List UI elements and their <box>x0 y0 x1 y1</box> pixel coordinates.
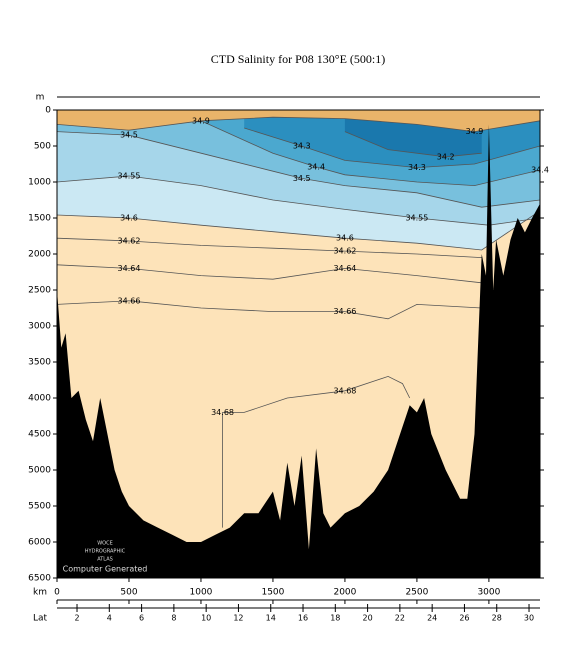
chart-title: CTD Salinity for P08 130°E (500:1) <box>211 52 385 66</box>
x-tick-label: 1000 <box>190 588 213 598</box>
contour-label: 34.5 <box>120 131 138 140</box>
contour-label: 34.6 <box>120 214 138 223</box>
contour-label: 34.3 <box>408 163 426 172</box>
contour-label: 34.66 <box>333 307 356 316</box>
y-tick-label: 3000 <box>28 322 51 332</box>
lat-tick-label: 10 <box>201 614 211 623</box>
contour-label: 34.9 <box>466 127 484 136</box>
y-tick-label: 5500 <box>28 502 51 512</box>
lat-tick-label: 2 <box>74 614 79 623</box>
lat-tick-label: 30 <box>524 614 534 623</box>
watermark: ATLAS <box>97 557 113 563</box>
x-tick-label: 2500 <box>405 588 428 598</box>
lat-tick-label: 8 <box>171 614 176 623</box>
contour-fill <box>57 110 540 132</box>
contour-label: 34.64 <box>333 264 356 273</box>
contour-label: 34.3 <box>293 142 311 151</box>
y-tick-label: 2000 <box>28 250 51 260</box>
plot-area <box>56 110 541 579</box>
contour-label: 34.6 <box>336 234 354 243</box>
contour-line <box>56 116 541 133</box>
x-axis-label: km <box>33 588 47 598</box>
contour-line <box>56 300 482 320</box>
contour-line <box>56 264 482 284</box>
contour-label: 34.9 <box>192 116 210 125</box>
contour-label: 34.2 <box>437 152 455 161</box>
contour-label: 34.68 <box>333 386 356 395</box>
lat-tick-label: 28 <box>492 614 502 623</box>
contour-line <box>344 131 482 158</box>
watermark: WOCE <box>97 541 113 547</box>
contour-line <box>200 120 541 187</box>
contour-label: 34.4 <box>307 162 325 171</box>
lat-tick-label: 20 <box>362 614 372 623</box>
x-tick-label: 500 <box>120 588 137 598</box>
contour-label: 34.55 <box>118 172 141 181</box>
y-tick-label: 5000 <box>28 466 51 476</box>
contour-label: 34.66 <box>118 296 141 305</box>
bathymetry <box>57 124 540 579</box>
lat-axis-label: Lat <box>33 614 48 624</box>
lat-tick-label: 6 <box>139 614 144 623</box>
y-tick-label: 0 <box>45 106 51 116</box>
contour-label: 34.64 <box>118 264 141 273</box>
lat-tick-label: 18 <box>330 614 340 623</box>
x-tick-label: 3000 <box>477 588 500 598</box>
x-tick-label: 2000 <box>333 588 356 598</box>
contour-line <box>56 175 541 226</box>
plot-frame <box>56 109 541 579</box>
y-tick-label: 500 <box>34 142 51 152</box>
y-tick-label: 6000 <box>28 538 51 548</box>
contour-line <box>222 375 411 528</box>
y-tick-label: 4000 <box>28 394 51 404</box>
contour-line <box>244 127 541 169</box>
lat-tick-label: 14 <box>266 614 276 623</box>
x-tick-label: 1500 <box>261 588 284 598</box>
lat-tick-label: 12 <box>233 614 243 623</box>
lat-tick-label: 22 <box>395 614 405 623</box>
y-axis-label: m <box>36 93 45 103</box>
lat-tick-label: 26 <box>459 614 469 623</box>
lat-tick-label: 16 <box>298 614 308 623</box>
y-tick-label: 1000 <box>28 178 51 188</box>
contour-line <box>56 210 541 251</box>
contour-line <box>56 131 541 208</box>
contour-line <box>56 237 482 258</box>
watermark: HYDROGRAPHIC <box>85 549 126 555</box>
y-tick-label: 6500 <box>28 574 51 584</box>
lat-tick-label: 24 <box>427 614 437 623</box>
contour-label: 34.5 <box>293 174 311 183</box>
contour-label: 34.68 <box>211 408 234 417</box>
x-tick-label: 0 <box>54 588 60 598</box>
contour-label: 34.55 <box>405 214 428 223</box>
y-tick-label: 1500 <box>28 214 51 224</box>
lat-tick-label: 4 <box>107 614 112 623</box>
contour-label: 34.62 <box>333 247 356 256</box>
contour-label: 34.62 <box>118 237 141 246</box>
y-tick-label: 3500 <box>28 358 51 368</box>
note: Computer Generated <box>63 565 148 574</box>
y-tick-label: 2500 <box>28 286 51 296</box>
y-tick-label: 4500 <box>28 430 51 440</box>
